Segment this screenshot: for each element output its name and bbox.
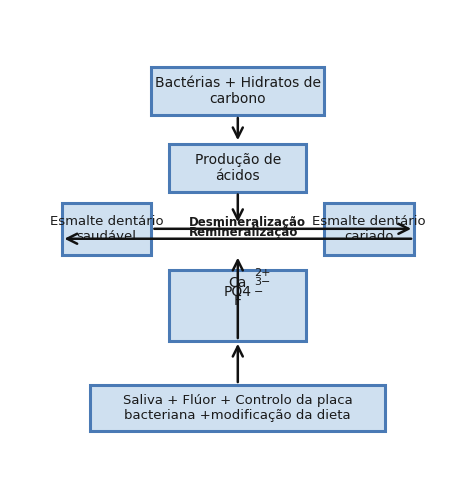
FancyBboxPatch shape [169,270,306,341]
Text: Desmineralização: Desmineralização [189,216,306,229]
Text: F: F [233,294,241,308]
FancyBboxPatch shape [169,144,306,192]
Text: Esmalte dentário
cariado: Esmalte dentário cariado [312,215,425,243]
Text: PO4: PO4 [223,285,251,299]
FancyBboxPatch shape [151,67,324,115]
FancyBboxPatch shape [324,203,413,255]
Text: Saliva + Flúor + Controlo da placa
bacteriana +modificação da dieta: Saliva + Flúor + Controlo da placa bacte… [123,394,352,422]
Text: 2+: 2+ [253,268,270,278]
Text: Esmalte dentário
saudável: Esmalte dentário saudável [50,215,163,243]
Text: −: − [253,287,263,297]
Text: Bactérias + Hidratos de
carbono: Bactérias + Hidratos de carbono [155,76,320,106]
FancyBboxPatch shape [62,203,151,255]
Text: Remineralização: Remineralização [189,226,298,239]
Text: 3−: 3− [253,277,270,287]
FancyBboxPatch shape [90,385,384,431]
Text: Ca: Ca [228,276,246,290]
Text: Produção de
ácidos: Produção de ácidos [194,153,280,183]
